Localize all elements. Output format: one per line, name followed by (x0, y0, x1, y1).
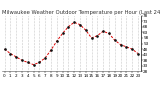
Text: Milwaukee Weather Outdoor Temperature per Hour (Last 24 Hours): Milwaukee Weather Outdoor Temperature pe… (2, 10, 160, 15)
